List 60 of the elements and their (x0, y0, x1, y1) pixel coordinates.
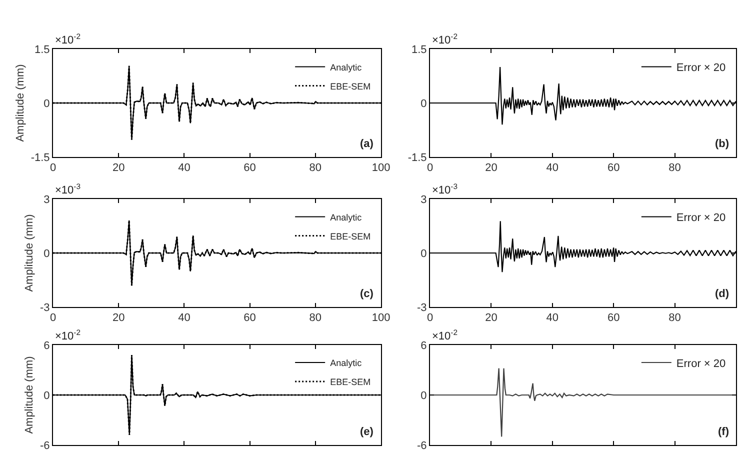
x-tick-label: 80 (309, 162, 322, 174)
y-tick-label: 0 (44, 390, 50, 402)
y-tick-label: -6 (40, 440, 50, 452)
y-tick-label: -1.5 (408, 152, 427, 164)
x-tick-label: 20 (485, 162, 498, 174)
legend-label: Analytic (330, 212, 362, 222)
x-tick-label: 60 (607, 162, 620, 174)
x-tick-label: 80 (668, 312, 681, 324)
legend-label: EBE-SEM (330, 377, 371, 388)
x-tick-label: 40 (178, 162, 190, 174)
x-tick-label: 60 (607, 312, 620, 324)
y-axis-title: Amplitude (mm) (24, 214, 36, 292)
y-tick-label: -3 (40, 302, 50, 314)
annotation: (a) (360, 138, 374, 150)
legend-label: Error × 20 (676, 212, 726, 224)
text: ×10$^{-2}$ (432, 32, 458, 47)
x-tick-label: 20 (485, 312, 498, 324)
y-tick-label: 0 (44, 98, 50, 110)
y-tick-label: 0 (44, 248, 50, 260)
legend-label: Error × 20 (676, 62, 726, 74)
y-tick-label: 0 (420, 248, 427, 260)
text: ×10$^{-3}$ (432, 182, 458, 197)
x-tick-label: 60 (244, 162, 256, 174)
x-tick-label: 60 (244, 312, 256, 324)
x-tick-label: 80 (668, 162, 681, 174)
x-tick-label: 20 (112, 162, 125, 174)
annotation: (f) (718, 426, 730, 438)
y-tick-label: 1.5 (412, 44, 427, 56)
y-tick-label: -3 (417, 302, 427, 314)
y-tick-label: -1.5 (30, 152, 50, 164)
y-tick-label: 6 (44, 340, 50, 352)
x-tick-label: 100 (372, 162, 390, 174)
legend-label: Analytic (330, 62, 362, 72)
y-tick-label: 0 (420, 390, 427, 402)
y-tick-label: 1.5 (34, 44, 50, 56)
y-tick-label: -6 (417, 440, 427, 452)
text: ×10$^{-2}$ (55, 32, 81, 47)
annotation: (c) (360, 288, 374, 300)
y-tick-label: 0 (420, 98, 427, 110)
y-tick-label: 3 (420, 194, 427, 206)
legend-label: EBE-SEM (330, 231, 371, 242)
x-tick-label: 20 (112, 312, 125, 324)
y-axis-title: Amplitude (mm) (14, 64, 26, 142)
y-axis-title: Amplitude (mm) (24, 356, 36, 434)
text: ×10$^{-2}$ (55, 328, 81, 343)
x-tick-label: 40 (178, 312, 190, 324)
legend-label: Analytic (330, 358, 362, 368)
legend-label: Error × 20 (676, 358, 726, 370)
y-tick-label: 3 (44, 194, 50, 206)
x-tick-label: 100 (372, 312, 390, 324)
text: ×10$^{-2}$ (432, 328, 458, 343)
text: ×10$^{-3}$ (55, 182, 81, 197)
annotation: (b) (715, 138, 730, 150)
annotation: (d) (715, 288, 730, 300)
x-tick-label: 40 (546, 162, 559, 174)
y-tick-label: 6 (420, 340, 427, 352)
x-tick-label: 40 (546, 312, 559, 324)
x-tick-label: 80 (309, 312, 322, 324)
annotation: (e) (360, 426, 374, 438)
legend-label: EBE-SEM (330, 81, 371, 92)
